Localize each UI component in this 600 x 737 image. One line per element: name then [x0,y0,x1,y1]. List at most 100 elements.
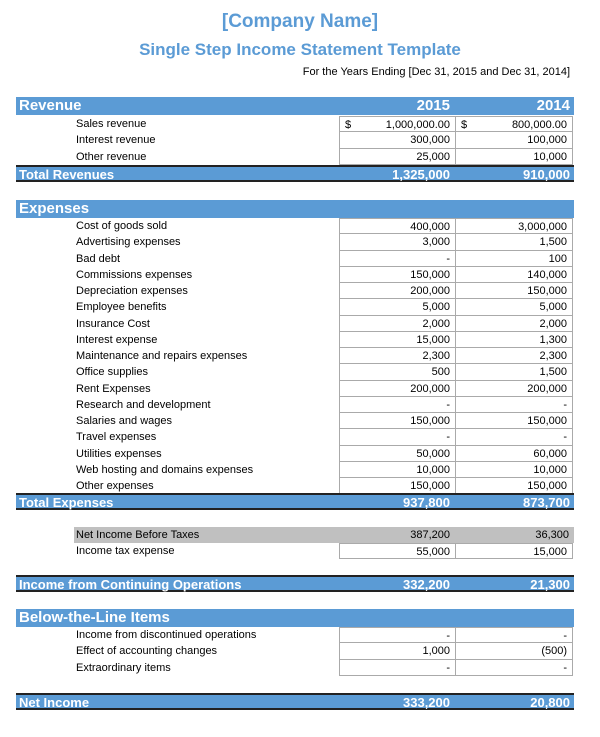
value-2015: - [446,630,450,642]
btl-header: Below-the-Line Items [16,609,574,627]
table-row: Web hosting and domains expenses 10,000 10… [16,461,574,478]
row-label: Office supplies [76,366,148,379]
row-label: Other expenses [76,480,154,492]
value-2015-cell[interactable]: - [339,627,456,644]
value-2015-cell[interactable]: 400,000 [339,218,456,235]
value-2014-cell[interactable]: 100,000 [456,132,573,149]
continuing-operations-row: Income from Continuing Operations 332,20… [16,575,574,592]
value-2015-cell[interactable]: $1,000,000.00 [339,116,456,133]
year-2015: 2015 [416,97,450,114]
value-2014-cell[interactable]: 150,000 [456,478,573,495]
value-2014-cell[interactable]: 10,000 [456,461,573,478]
value-2015: 200,000 [410,285,450,297]
value-2015-cell[interactable]: - [339,396,456,413]
value-2014-cell[interactable]: 150,000 [456,413,573,430]
value-2014: 100 [548,252,567,265]
value-2015-cell[interactable]: - [339,250,456,267]
value-2015: 2,300 [422,350,450,362]
table-row: Cost of goods sold 400,000 3,000,000 [16,218,574,235]
revenue-header: Revenue 2015 2014 [16,97,574,115]
value-2014-cell[interactable]: 200,000 [456,380,573,397]
value-2015: 500 [431,366,450,379]
value-2014: 150,000 [527,415,567,427]
continuing-label: Income from Continuing Operations [19,577,242,592]
value-2015-cell[interactable]: 10,000 [339,461,456,478]
value-2015-cell[interactable]: 150,000 [339,413,456,430]
value-2015: 200,000 [410,382,450,395]
value-2014-cell[interactable]: 100 [456,250,573,267]
net-income-label: Net Income [19,695,90,710]
value-2014-cell[interactable]: $800,000.00 [456,116,573,133]
value-2015-cell[interactable]: - [339,429,456,446]
row-label: Travel expenses [76,431,157,444]
row-label: Rent Expenses [76,382,151,395]
pretax-2014: 36,300 [535,529,569,541]
value-2014-cell[interactable]: 10,000 [456,148,573,165]
value-2014-cell[interactable]: 140,000 [456,266,573,283]
value-2015-cell[interactable]: 150,000 [339,478,456,495]
value-2014: - [563,398,567,411]
value-2014: 15,000 [533,546,567,558]
value-2015-cell[interactable]: 3,000 [339,234,456,251]
value-2015-cell[interactable]: 150,000 [339,266,456,283]
value-2015-cell[interactable]: 5,000 [339,299,456,316]
value-2014-cell[interactable]: - [456,429,573,446]
table-row: Rent Expenses 200,000 200,000 [16,380,574,397]
row-label: Bad debt [76,252,121,265]
value-2014-cell[interactable]: 15,000 [456,543,573,560]
value-2015-cell[interactable]: 55,000 [339,543,456,560]
value-2014-cell[interactable]: 2,300 [456,348,573,365]
value-2014: - [563,630,567,642]
value-2015: - [446,661,450,674]
expense-rows: Cost of goods sold 400,000 3,000,000 Advert… [16,218,574,495]
value-2014-cell[interactable]: 1,300 [456,331,573,348]
value-2015-cell[interactable]: 300,000 [339,132,456,149]
value-2014-cell[interactable]: 3,000,000 [456,218,573,235]
table-row: Other expenses 150,000 150,000 [16,478,574,495]
value-2015-cell[interactable]: 500 [339,364,456,381]
value-2015-cell[interactable]: 2,300 [339,348,456,365]
total-revenues-2014: 910,000 [523,167,570,182]
total-expenses-row: Total Expenses 937,800 873,700 [16,493,574,510]
value-2015-cell[interactable]: 2,000 [339,315,456,332]
value-2014-cell[interactable]: - [456,396,573,413]
value-2014-cell[interactable]: 5,000 [456,299,573,316]
value-2014-cell[interactable]: 1,500 [456,234,573,251]
table-row: Income tax expense 55,000 15,000 [16,543,574,560]
value-2014: 1,500 [539,236,567,249]
value-2015: 25,000 [416,150,450,163]
value-2014: 1,300 [539,333,567,346]
row-label: Effect of accounting changes [76,645,218,658]
value-2014-cell[interactable]: 1,500 [456,364,573,381]
total-expenses-2014: 873,700 [523,495,570,510]
row-label: Depreciation expenses [76,285,188,297]
value-2014-cell[interactable]: - [456,659,573,676]
net-income-row: Net Income 333,200 20,800 [16,693,574,710]
table-row: Advertising expenses 3,000 1,500 [16,234,574,251]
value-2015-cell[interactable]: 200,000 [339,380,456,397]
value-2014: 140,000 [527,268,567,281]
table-row: Research and development - - [16,396,574,413]
value-2014-cell[interactable]: 60,000 [456,445,573,462]
expenses-heading: Expenses [19,200,90,217]
table-row: Extraordinary items - - [16,659,574,676]
value-2015-cell[interactable]: - [339,659,456,676]
row-label: Web hosting and domains expenses [76,463,254,476]
row-label: Cost of goods sold [76,220,168,232]
total-revenues-row: Total Revenues 1,325,000 910,000 [16,165,574,182]
value-2015-cell[interactable]: 50,000 [339,445,456,462]
value-2014-cell[interactable]: 150,000 [456,283,573,300]
value-2015: 150,000 [410,268,450,281]
value-2014-cell[interactable]: (500) [456,643,573,660]
value-2015-cell[interactable]: 15,000 [339,331,456,348]
value-2014-cell[interactable]: - [456,627,573,644]
value-2015: 1,000 [422,645,450,658]
value-2015: 400,000 [410,221,450,233]
value-2014: 10,000 [533,463,567,476]
value-2015-cell[interactable]: 25,000 [339,148,456,165]
net-income-2015: 333,200 [403,695,450,710]
table-row: Depreciation expenses 200,000 150,000 [16,283,574,300]
value-2015-cell[interactable]: 1,000 [339,643,456,660]
value-2014-cell[interactable]: 2,000 [456,315,573,332]
value-2015-cell[interactable]: 200,000 [339,283,456,300]
